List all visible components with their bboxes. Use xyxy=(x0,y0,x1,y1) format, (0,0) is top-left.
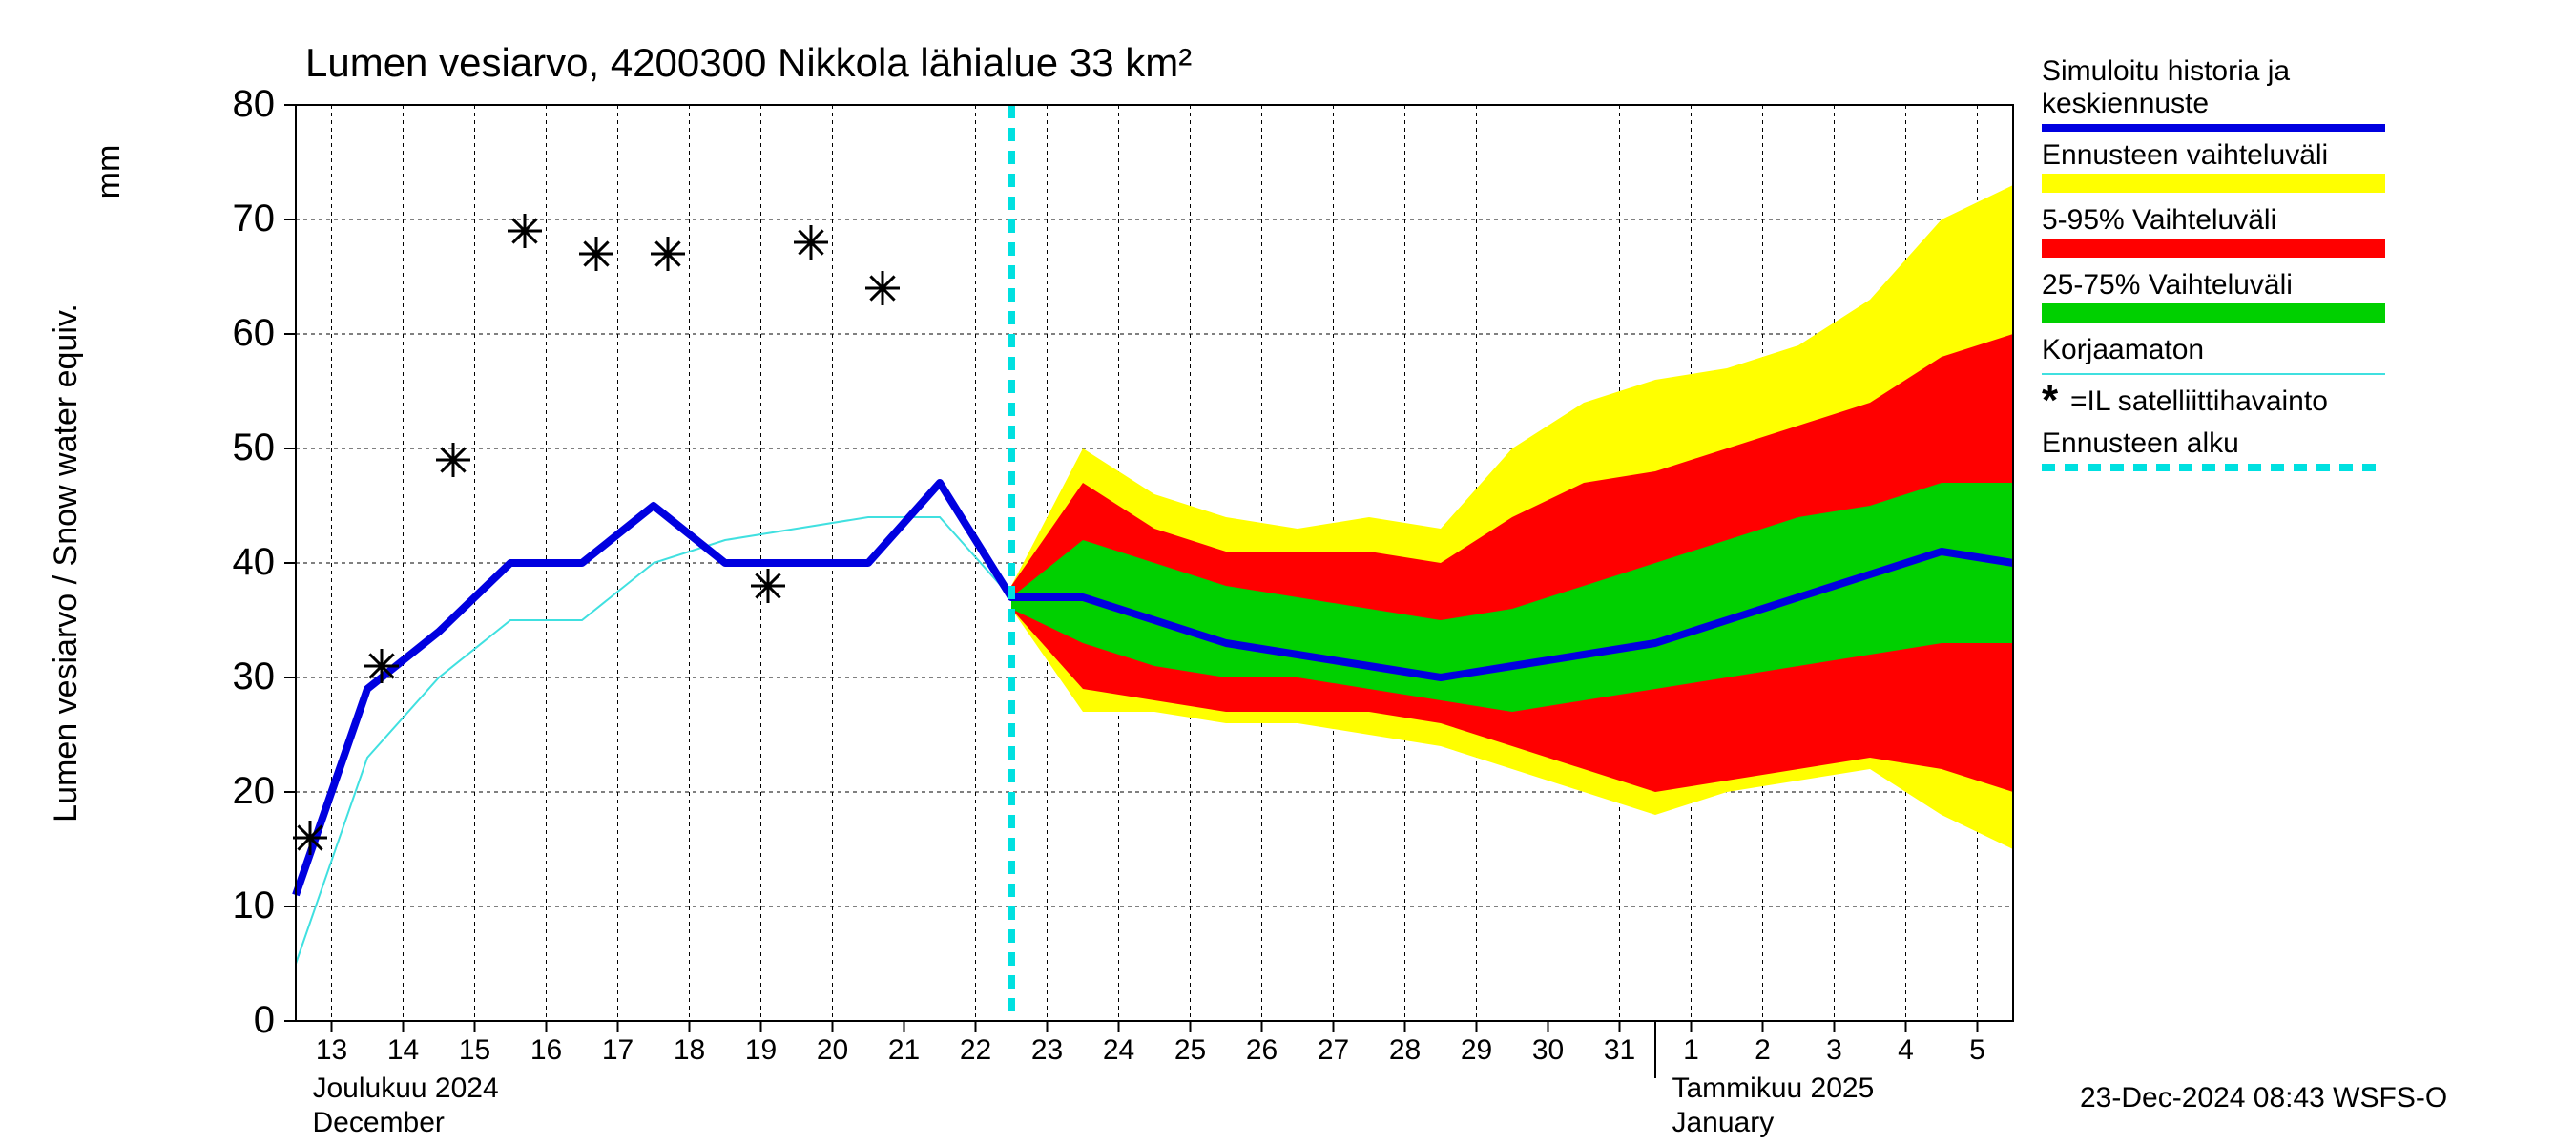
satellite-marker xyxy=(579,237,613,271)
y-tick-label: 50 xyxy=(233,427,276,468)
x-tick-label: 30 xyxy=(1532,1034,1564,1066)
satellite-marker xyxy=(364,649,399,683)
x-tick-label: 31 xyxy=(1604,1034,1635,1066)
satellite-marker xyxy=(508,214,542,248)
y-tick-label: 0 xyxy=(254,999,275,1041)
legend-label: =IL satelliittihavainto xyxy=(2070,385,2328,417)
x-tick-label: 25 xyxy=(1174,1034,1206,1066)
x-tick-label: 17 xyxy=(602,1034,634,1066)
x-tick-label: 22 xyxy=(960,1034,991,1066)
legend-label: Ennusteen alku xyxy=(2042,427,2239,459)
x-tick-label: 28 xyxy=(1389,1034,1421,1066)
chart-title: Lumen vesiarvo, 4200300 Nikkola lähialue… xyxy=(305,40,1192,85)
x-tick-label: 18 xyxy=(674,1034,705,1066)
x-tick-label: 15 xyxy=(459,1034,490,1066)
y-tick-label: 20 xyxy=(233,770,276,812)
y-axis-unit: mm xyxy=(91,145,127,199)
month-label: Joulukuu 2024 xyxy=(313,1072,499,1104)
satellite-marker xyxy=(794,225,828,260)
satellite-marker xyxy=(651,237,685,271)
x-tick-label: 20 xyxy=(817,1034,848,1066)
x-tick-label: 24 xyxy=(1103,1034,1134,1066)
y-tick-label: 10 xyxy=(233,885,276,926)
y-tick-label: 70 xyxy=(233,198,276,239)
x-tick-label: 2 xyxy=(1755,1034,1771,1066)
satellite-marker xyxy=(751,569,785,603)
x-tick-label: 27 xyxy=(1318,1034,1349,1066)
chart-svg: 0102030405060708013141516171819202122232… xyxy=(0,0,2576,1145)
x-tick-label: 4 xyxy=(1898,1034,1914,1066)
x-tick-label: 19 xyxy=(745,1034,777,1066)
satellite-marker xyxy=(293,821,327,855)
legend-swatch xyxy=(2042,303,2385,323)
legend-label: Korjaamaton xyxy=(2042,334,2204,365)
satellite-marker xyxy=(436,443,470,477)
x-tick-label: 3 xyxy=(1826,1034,1842,1066)
x-tick-label: 16 xyxy=(530,1034,562,1066)
legend-label: keskiennuste xyxy=(2042,88,2209,119)
legend-label: 25-75% Vaihteluväli xyxy=(2042,269,2293,301)
legend-swatch xyxy=(2042,239,2385,258)
y-tick-label: 40 xyxy=(233,541,276,583)
x-tick-label: 26 xyxy=(1246,1034,1278,1066)
y-tick-label: 80 xyxy=(233,83,276,125)
month-label: Tammikuu 2025 xyxy=(1672,1072,1875,1104)
y-axis-label: Lumen vesiarvo / Snow water equiv. xyxy=(48,303,84,822)
x-tick-label: 13 xyxy=(316,1034,347,1066)
x-tick-label: 5 xyxy=(1969,1034,1985,1066)
x-tick-label: 21 xyxy=(888,1034,920,1066)
legend-label: 5-95% Vaihteluväli xyxy=(2042,204,2276,236)
satellite-marker xyxy=(865,271,900,305)
x-tick-label: 14 xyxy=(387,1034,419,1066)
y-tick-label: 30 xyxy=(233,656,276,697)
footer-timestamp: 23-Dec-2024 08:43 WSFS-O xyxy=(2080,1082,2447,1114)
legend-marker-icon: * xyxy=(2042,377,2059,424)
x-tick-label: 1 xyxy=(1683,1034,1699,1066)
chart-container: 0102030405060708013141516171819202122232… xyxy=(0,0,2576,1145)
x-tick-label: 23 xyxy=(1031,1034,1063,1066)
month-label-en: December xyxy=(313,1107,445,1138)
month-label-en: January xyxy=(1672,1107,1775,1138)
legend-label: Simuloitu historia ja xyxy=(2042,55,2290,87)
legend-label: Ennusteen vaihteluväli xyxy=(2042,139,2328,171)
x-tick-label: 29 xyxy=(1461,1034,1492,1066)
y-tick-label: 60 xyxy=(233,312,276,354)
legend-swatch xyxy=(2042,174,2385,193)
